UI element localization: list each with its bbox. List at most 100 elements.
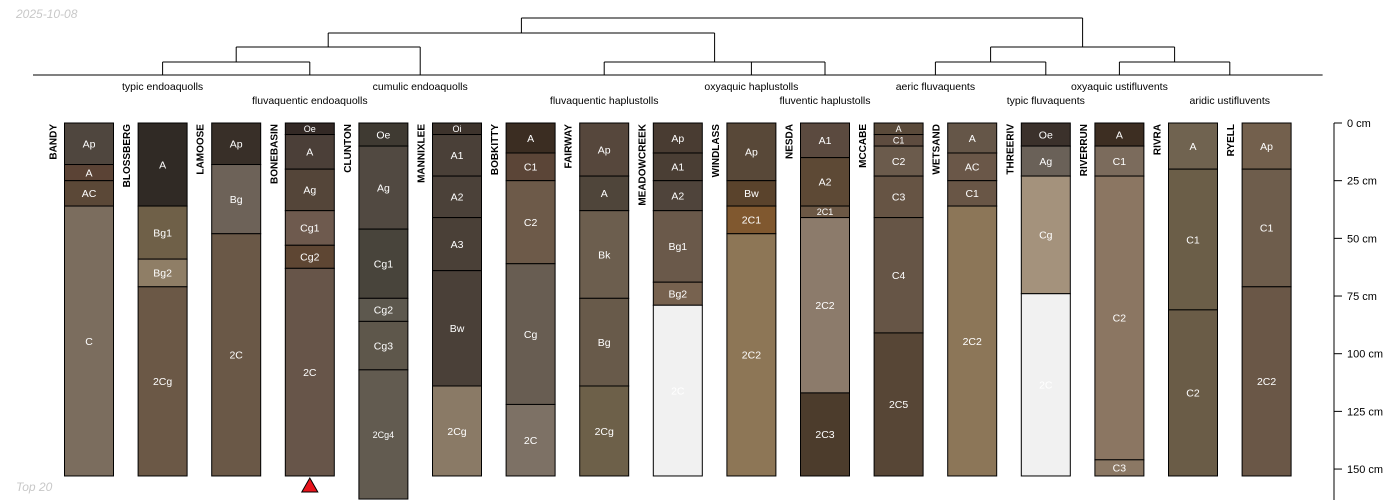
horizon-label: Bg1 (153, 227, 172, 239)
horizon-wetsand-ac (947, 152, 998, 182)
horizon-label: Oi (453, 124, 462, 134)
horizon-bobkitty-2c (505, 403, 556, 477)
horizon-label: Ap (83, 139, 96, 151)
horizon-riverrun-c1 (1094, 145, 1145, 177)
flag-triangle-icon (300, 476, 319, 493)
profile-meadowcreek: Ap A1 A2 Bg1 Bg2 2C MEADOWCREEK (637, 122, 703, 477)
horizon-label: 2C (671, 385, 685, 397)
horizon-bonebasin-a (284, 134, 335, 170)
horizon-lamoose-bg (211, 164, 262, 235)
axis-tick-label: 125 cm (1347, 406, 1383, 418)
horizon-rivra-c1 (1168, 168, 1218, 311)
horizon-label: A (896, 124, 902, 134)
dendrogram (162, 17, 1231, 75)
profile-name: CLUNTON (343, 124, 354, 173)
horizon-label: C4 (892, 270, 906, 282)
horizon-label: AC (965, 162, 980, 174)
horizon-mannixlee-2cg (432, 385, 482, 477)
depth-axis: 0 cm 25 cm 50 cm 75 cm 100 cm 125 cm 150 cm (1333, 118, 1383, 500)
axis-tick-label: 50 cm (1347, 233, 1377, 245)
horizon-fairway-ap (579, 122, 630, 177)
horizon-label: A2 (671, 190, 684, 202)
taxonomy-labels: typic endoaquolls fluvaquentic endoaquoll… (33, 74, 1323, 107)
horizon-ryell-ap (1241, 122, 1292, 170)
profile-mccabe: A C1 C2 C3 C4 2C5 MCCABE (858, 122, 924, 477)
horizon-label: 2C (303, 367, 317, 379)
horizon-label: A1 (451, 150, 464, 162)
profile-name: FAIRWAY (564, 124, 575, 169)
horizon-nesda-2c3 (800, 392, 850, 477)
horizon-windlass-bw (726, 180, 777, 207)
horizon-label: Bg2 (668, 288, 687, 300)
horizon-label: Cg (1039, 230, 1053, 242)
profile-bobkitty: A C1 C2 Cg 2C BOBKITTY (490, 122, 556, 477)
horizon-label: C1 (524, 162, 538, 174)
horizon-meadowcreek-2c (652, 304, 703, 477)
horizon-rivra-a (1168, 122, 1218, 170)
taxon-label-aeric-fluvaquents: aeric fluvaquents (896, 81, 975, 93)
horizon-label: C2 (892, 156, 906, 168)
profile-windlass: Ap Bw 2C1 2C2 WINDLASS (711, 122, 777, 477)
profile-rivra: A C1 C2 RIVRA (1153, 122, 1218, 477)
horizon-label: Ap (745, 147, 758, 159)
horizon-bandy-c (64, 205, 114, 477)
horizon-label: C1 (1113, 156, 1127, 168)
horizon-label: Cg (524, 329, 538, 341)
horizon-label: Cg2 (374, 305, 393, 317)
horizon-blossberg-2cg (137, 286, 188, 477)
profile-nesda: A1 A2 2C1 2C2 2C3 NESDA (785, 122, 850, 477)
axis-tick-label: 0 cm (1347, 118, 1371, 130)
horizon-label: Bk (598, 249, 611, 261)
horizon-nesda-a2 (800, 157, 850, 207)
profile-name: NESDA (785, 124, 796, 159)
taxon-label-fluvaquentic-haplustolls: fluvaquentic haplustolls (550, 95, 659, 107)
horizon-label: A (306, 147, 313, 159)
taxon-label-fluventic-haplustolls: fluventic haplustolls (779, 95, 870, 107)
taxon-label-oxyaquic-ustifluvents: oxyaquic ustifluvents (1071, 81, 1168, 93)
horizon-label: C2 (524, 217, 538, 229)
horizon-label: Bg (230, 194, 243, 206)
horizon-label: Cg1 (374, 259, 393, 271)
horizon-clunton-cg1 (358, 228, 409, 299)
horizon-label: Bg2 (153, 268, 172, 280)
horizon-lamoose-ap (211, 122, 262, 166)
profile-fairway: Ap A Bk Bg 2Cg FAIRWAY (564, 122, 630, 477)
horizon-label: Ag (377, 182, 390, 194)
horizon-threeriv-ag (1020, 145, 1071, 177)
horizon-label: A (1116, 129, 1123, 141)
horizon-rivra-c2 (1168, 309, 1218, 477)
taxon-label-typic-fluvaquents: typic fluvaquents (1007, 95, 1085, 107)
horizon-bobkitty-a (505, 122, 556, 154)
profile-bandy: Ap A AC C BANDY (49, 122, 114, 477)
profile-name: BONEBASIN (269, 124, 280, 184)
horizon-fairway-2cg (579, 385, 630, 477)
horizon-threeriv-2c (1020, 293, 1071, 477)
profile-name: THREERIV (1005, 124, 1016, 175)
horizon-label: Ag (303, 185, 316, 197)
horizon-mannixlee-bw (432, 270, 482, 387)
horizon-ryell-2c2 (1241, 286, 1292, 477)
horizon-nesda-a1 (800, 122, 850, 159)
horizon-wetsand-a (947, 122, 998, 154)
horizon-clunton-ag (358, 145, 409, 230)
horizon-label: Cg1 (300, 223, 319, 235)
horizon-label: Oe (1039, 129, 1053, 141)
horizon-label: C3 (1113, 463, 1127, 475)
horizon-mccabe-c4 (873, 217, 924, 334)
horizon-label: 2C2 (742, 350, 761, 362)
horizon-label: Ap (671, 133, 684, 145)
horizon-bandy-ap (64, 122, 114, 166)
horizon-label: A1 (671, 162, 684, 174)
horizon-label: A (601, 188, 608, 200)
horizon-label: A (85, 167, 92, 179)
horizon-riverrun-c2 (1094, 175, 1145, 461)
horizon-label: C1 (1260, 223, 1274, 235)
horizon-windlass-2c2 (726, 233, 777, 477)
profile-name: RYELL (1226, 124, 1237, 156)
horizon-label: C2 (1113, 313, 1127, 325)
horizon-label: A (159, 159, 166, 171)
horizon-mannixlee-a1 (432, 134, 482, 177)
taxon-label-cumulic-endoaquolls: cumulic endoaquolls (373, 81, 468, 93)
horizon-label: C1 (893, 136, 905, 146)
